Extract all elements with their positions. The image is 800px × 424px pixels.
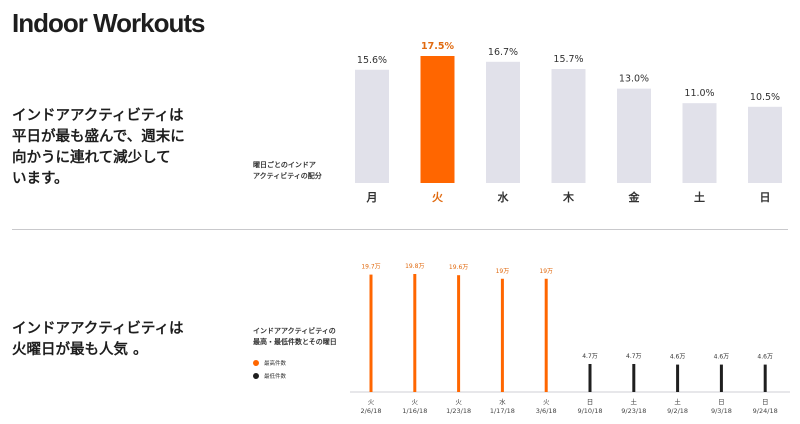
date-category-label: 日 9/24/18 (753, 398, 778, 415)
date-category-label: 日 9/10/18 (577, 398, 602, 415)
count-value-label: 19.6万 (449, 264, 468, 271)
count-value-label: 4.7万 (582, 353, 598, 360)
high-count-bar (369, 274, 373, 392)
weekday-value-label: 15.7% (553, 54, 583, 65)
legend-item-high: 最高件数 (253, 359, 286, 367)
count-value-label: 19.7万 (361, 264, 380, 271)
count-value-label: 4.6万 (757, 354, 773, 361)
weekday-bar (748, 106, 782, 183)
high-count-bar (500, 278, 504, 392)
low-count-bar (588, 363, 592, 392)
date-category-label: 火 1/16/18 (402, 398, 427, 415)
weekday-bar (617, 88, 651, 183)
weekday-value-label: 15.6% (357, 55, 387, 66)
headline-tuesday-popular: インドアアクティビティは 火曜日が最も人気 。 (12, 321, 184, 358)
low-count-bar (632, 363, 636, 392)
low-count-bar (676, 364, 680, 392)
count-value-label: 4.6万 (670, 354, 686, 361)
weekday-value-label: 10.5% (750, 92, 780, 103)
weekday-category-label: 水 (498, 190, 510, 204)
weekday-category-label: 土 (694, 190, 705, 204)
count-value-label: 4.7万 (626, 353, 642, 360)
count-value-label: 19万 (496, 268, 510, 275)
date-category-label: 日 9/3/18 (711, 398, 732, 415)
weekday-value-label: 17.5% (421, 41, 454, 52)
section-divider (12, 229, 788, 230)
date-category-label: 土 9/2/18 (667, 397, 688, 415)
weekday-value-label: 11.0% (684, 88, 714, 99)
high-count-bar (544, 278, 548, 392)
date-category-label: 火 1/23/18 (446, 398, 471, 415)
weekday-category-label: 火 (432, 191, 444, 204)
weekday-bar (355, 69, 389, 183)
count-value-label: 4.6万 (714, 354, 730, 361)
chart2-note: インドアアクティビティの 最高・最低件数とその曜日 (253, 327, 337, 346)
date-category-label: 火 3/6/18 (536, 398, 557, 415)
weekday-category-label: 日 (760, 191, 771, 204)
legend-dot-low (253, 373, 259, 379)
low-count-bar (719, 364, 723, 392)
legend-label-high: 最高件数 (264, 361, 287, 367)
date-category-label: 土 9/23/18 (621, 397, 646, 415)
weekday-value-label: 13.0% (619, 74, 649, 85)
weekday-distribution-chart: 15.6% 月 17.5% 火 16.7% 水 15.7% 木 13.0% 金 11.0% 土 10.5… (355, 41, 782, 204)
chart1-note: 曜日ごとのインドア アクティビティの配分 (253, 161, 322, 180)
legend-label-low: 最低件数 (264, 374, 287, 380)
date-category-label: 火 2/6/18 (361, 398, 382, 415)
weekday-bar (551, 69, 586, 183)
low-count-bar (763, 364, 767, 392)
weekday-bar (682, 103, 717, 183)
count-value-label: 19.8万 (405, 263, 424, 270)
page-title: Indoor Workouts (12, 8, 206, 38)
weekday-bar (486, 61, 520, 184)
weekday-category-label: 木 (562, 190, 575, 204)
high-count-bar (457, 275, 461, 392)
headline-weekday-distribution: インドアアクティビティは 平日が最も盛んで、週末に 向かうに連れて減少して いま… (12, 108, 185, 187)
legend-item-low: 最低件数 (253, 372, 286, 380)
weekday-value-label: 16.7% (488, 47, 518, 58)
weekday-category-label: 月 (366, 191, 378, 204)
high-count-bar (413, 274, 417, 392)
date-category-label: 水 1/17/18 (490, 397, 515, 415)
weekday-category-label: 金 (628, 190, 641, 204)
legend-dot-high (253, 360, 259, 366)
count-value-label: 19万 (539, 268, 553, 275)
weekday-bar (420, 56, 455, 183)
